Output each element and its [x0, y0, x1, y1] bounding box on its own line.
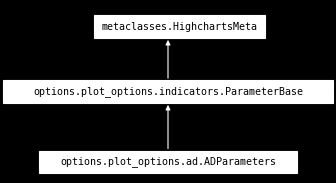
- Text: options.plot_options.indicators.ParameterBase: options.plot_options.indicators.Paramete…: [33, 86, 303, 97]
- FancyBboxPatch shape: [3, 80, 333, 103]
- Text: metaclasses.HighchartsMeta: metaclasses.HighchartsMeta: [102, 22, 258, 31]
- FancyBboxPatch shape: [39, 150, 297, 173]
- Text: options.plot_options.ad.ADParameters: options.plot_options.ad.ADParameters: [60, 156, 276, 167]
- FancyBboxPatch shape: [94, 15, 265, 38]
